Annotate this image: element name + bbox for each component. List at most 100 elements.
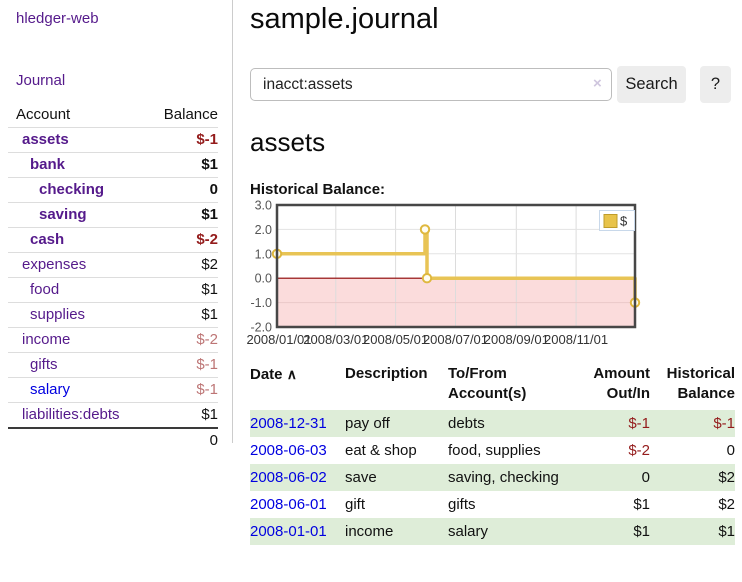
legend-label: $ bbox=[620, 214, 628, 229]
transaction-accounts: debts bbox=[448, 410, 570, 437]
transaction-balance: 0 bbox=[726, 442, 735, 459]
sort-ascending-icon: ∧ bbox=[286, 366, 297, 382]
account-row-cash: cash $-2 bbox=[8, 227, 218, 252]
description-column-header: Description bbox=[345, 365, 428, 382]
sidebar-divider bbox=[232, 0, 233, 443]
svg-text:2008/01/01: 2008/01/01 bbox=[246, 332, 311, 347]
account-row-salary: salary $-1 bbox=[8, 377, 218, 402]
account-heading: assets bbox=[250, 127, 326, 157]
transaction-amount: $1 bbox=[633, 496, 650, 513]
transaction-description: eat & shop bbox=[345, 442, 417, 459]
account-balance: $-2 bbox=[196, 231, 218, 248]
svg-text:-2.0: -2.0 bbox=[250, 321, 272, 335]
accounts-column-header: To/From Account(s) bbox=[448, 365, 527, 402]
account-row-liabilities-debts: liabilities:debts $1 bbox=[8, 402, 218, 427]
transaction-description: income bbox=[345, 518, 448, 545]
account-link-saving[interactable]: saving bbox=[39, 206, 87, 223]
svg-text:2008/09/01: 2008/09/01 bbox=[484, 332, 549, 347]
account-column-header: Account bbox=[16, 106, 71, 123]
transaction-description: pay off bbox=[345, 410, 448, 437]
transaction-date-link[interactable]: 2008-06-01 bbox=[250, 496, 327, 513]
account-balance: 0 bbox=[209, 181, 218, 198]
transaction-accounts: saving, checking bbox=[448, 464, 570, 491]
transaction-date-link[interactable]: 2008-01-01 bbox=[250, 523, 327, 540]
help-button[interactable]: ? bbox=[700, 66, 731, 103]
account-balance: $-2 bbox=[196, 331, 218, 348]
account-balance: $2 bbox=[201, 256, 218, 273]
account-balance-table: Account Balance assets $-1 bank $1 check… bbox=[8, 103, 218, 453]
transaction-accounts: food, supplies bbox=[448, 442, 541, 459]
svg-text:2008/05/01: 2008/05/01 bbox=[363, 332, 428, 347]
search-button[interactable]: Search bbox=[617, 66, 686, 103]
transaction-amount: $-2 bbox=[628, 442, 650, 459]
account-link-income[interactable]: income bbox=[22, 331, 71, 348]
historical-balance-label: Historical Balance: bbox=[250, 181, 386, 198]
app-brand-link[interactable]: hledger-web bbox=[16, 10, 99, 27]
account-link-checking[interactable]: checking bbox=[39, 181, 105, 198]
account-total-row: 0 bbox=[8, 427, 218, 453]
register-header-row: Date ∧ Description To/From Account(s) Am… bbox=[250, 362, 735, 410]
sidebar-item-journal[interactable]: Journal bbox=[16, 72, 66, 89]
date-column-header[interactable]: Date ∧ bbox=[250, 366, 297, 383]
account-balance: $-1 bbox=[196, 356, 218, 373]
balance-column-header: Balance bbox=[163, 106, 218, 123]
transaction-date-link[interactable]: 2008-06-03 bbox=[250, 442, 327, 459]
account-link-expenses[interactable]: expenses bbox=[22, 256, 87, 273]
account-balance: $1 bbox=[201, 156, 218, 173]
account-table-header: Account Balance bbox=[8, 103, 218, 127]
account-row-checking: checking 0 bbox=[8, 177, 218, 202]
svg-text:2008/11/01: 2008/11/01 bbox=[544, 332, 608, 347]
account-row-bank: bank $1 bbox=[8, 152, 218, 177]
account-row-assets: assets $-1 bbox=[8, 127, 218, 152]
svg-text:1.0: 1.0 bbox=[255, 247, 272, 261]
x-axis-ticks: 2008/01/01 2008/03/01 2008/05/01 2008/07… bbox=[246, 332, 608, 347]
account-row-supplies: supplies $1 bbox=[8, 302, 218, 327]
account-row-income: income $-2 bbox=[8, 327, 218, 352]
account-balance: $-1 bbox=[196, 131, 218, 148]
transaction-accounts: gifts bbox=[448, 496, 476, 513]
account-link-liabilities-debts[interactable]: liabilities:debts bbox=[22, 406, 120, 423]
account-link-bank[interactable]: bank bbox=[30, 156, 66, 173]
transaction-accounts: salary bbox=[448, 518, 570, 545]
account-link-gifts[interactable]: gifts bbox=[30, 356, 58, 373]
transaction-balance: $2 bbox=[650, 464, 735, 491]
clear-search-icon[interactable]: × bbox=[593, 75, 602, 92]
account-link-salary[interactable]: salary bbox=[30, 381, 71, 398]
legend-swatch-icon bbox=[603, 214, 618, 228]
svg-text:2.0: 2.0 bbox=[255, 223, 272, 237]
transaction-amount: $1 bbox=[570, 518, 650, 545]
account-balance: $-1 bbox=[196, 381, 218, 398]
transaction-amount: $-1 bbox=[570, 410, 650, 437]
chart-border bbox=[275, 203, 637, 329]
account-link-cash[interactable]: cash bbox=[30, 231, 65, 248]
svg-text:-1.0: -1.0 bbox=[250, 296, 272, 310]
account-link-food[interactable]: food bbox=[30, 281, 60, 298]
transaction-balance: $1 bbox=[650, 518, 735, 545]
account-balance: $1 bbox=[201, 306, 218, 323]
page-title: sample.journal bbox=[250, 3, 439, 35]
account-row-saving: saving $1 bbox=[8, 202, 218, 227]
register-row: 2008-06-01 gift gifts $1 $2 bbox=[250, 491, 735, 518]
register-row: 2008-12-31 pay off debts $-1 $-1 bbox=[250, 410, 735, 437]
register-row: 2008-06-02 save saving, checking 0 $2 bbox=[250, 464, 735, 491]
account-balance: $1 bbox=[201, 206, 218, 223]
account-balance: $1 bbox=[201, 406, 218, 423]
account-row-gifts: gifts $-1 bbox=[8, 352, 218, 377]
svg-text:2008/07/01: 2008/07/01 bbox=[423, 332, 488, 347]
amount-column-header: Amount Out/In bbox=[593, 365, 650, 402]
transaction-date-link[interactable]: 2008-12-31 bbox=[250, 415, 327, 432]
account-link-assets[interactable]: assets bbox=[22, 131, 69, 148]
svg-text:0.0: 0.0 bbox=[255, 272, 272, 286]
transaction-description: save bbox=[345, 464, 448, 491]
transaction-description: gift bbox=[345, 496, 366, 513]
account-link-supplies[interactable]: supplies bbox=[30, 306, 86, 323]
transaction-balance: $2 bbox=[718, 496, 735, 513]
transaction-date-link[interactable]: 2008-06-02 bbox=[250, 469, 327, 486]
search-input[interactable] bbox=[250, 68, 612, 101]
register-row: 2008-01-01 income salary $1 $1 bbox=[250, 518, 735, 545]
transaction-balance: $-1 bbox=[650, 410, 735, 437]
chart-legend: $ bbox=[599, 210, 635, 231]
data-point-markers bbox=[271, 224, 641, 308]
transaction-register-table: Date ∧ Description To/From Account(s) Am… bbox=[250, 362, 735, 545]
